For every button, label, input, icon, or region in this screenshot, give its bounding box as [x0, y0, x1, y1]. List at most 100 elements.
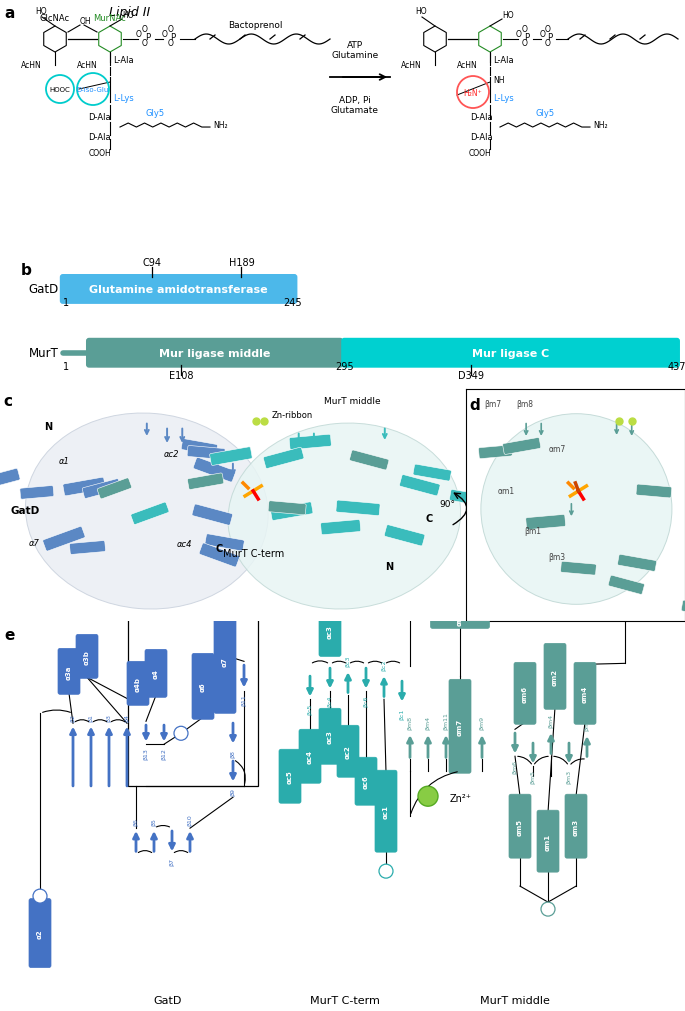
Text: βm8: βm8 [408, 716, 412, 730]
Text: βm1: βm1 [524, 527, 541, 536]
Text: OH: OH [80, 17, 92, 26]
FancyBboxPatch shape [131, 502, 169, 525]
Text: HO: HO [35, 7, 47, 16]
Text: β9: β9 [230, 788, 236, 796]
FancyBboxPatch shape [76, 635, 98, 678]
Text: Bactoprenol: Bactoprenol [227, 21, 282, 30]
Text: O: O [545, 25, 551, 34]
Text: L-Lys: L-Lys [493, 94, 514, 103]
Text: D-Ala: D-Ala [470, 113, 493, 122]
FancyBboxPatch shape [299, 730, 321, 784]
Text: HOOC: HOOC [49, 87, 71, 93]
Text: Mur ligase C: Mur ligase C [472, 349, 549, 358]
FancyBboxPatch shape [145, 650, 167, 698]
Text: AcHN: AcHN [458, 61, 478, 70]
Text: COOH: COOH [469, 149, 491, 158]
Text: C94: C94 [142, 258, 161, 268]
Circle shape [33, 890, 47, 903]
Text: E108: E108 [169, 370, 194, 380]
Text: α4: α4 [153, 668, 159, 678]
Text: α4b: α4b [135, 676, 141, 692]
FancyBboxPatch shape [336, 500, 380, 516]
Text: αm4: αm4 [582, 685, 588, 703]
Text: H₂N⁺: H₂N⁺ [464, 88, 482, 97]
FancyBboxPatch shape [42, 527, 85, 552]
FancyBboxPatch shape [636, 484, 672, 498]
FancyBboxPatch shape [449, 679, 471, 773]
Text: αc6: αc6 [363, 774, 369, 789]
Text: βm3: βm3 [548, 553, 565, 562]
Text: αm5: αm5 [517, 818, 523, 835]
FancyBboxPatch shape [188, 473, 224, 490]
Text: βm3: βm3 [566, 769, 571, 784]
Text: AcHN: AcHN [401, 61, 422, 70]
Text: α2: α2 [37, 928, 43, 938]
FancyBboxPatch shape [319, 607, 341, 657]
Text: d: d [470, 397, 481, 412]
FancyBboxPatch shape [192, 654, 214, 720]
Text: αc4: αc4 [177, 540, 192, 549]
Text: β4: β4 [125, 713, 129, 721]
Text: αm2: αm2 [552, 668, 558, 685]
Text: Zn-ribbon: Zn-ribbon [271, 410, 312, 420]
Text: COOH: COOH [88, 149, 112, 158]
FancyBboxPatch shape [487, 353, 526, 370]
Text: c: c [384, 866, 388, 876]
Text: 437: 437 [668, 361, 685, 371]
FancyBboxPatch shape [86, 339, 343, 368]
FancyBboxPatch shape [58, 649, 80, 695]
Text: O: O [522, 39, 528, 48]
Text: HO: HO [415, 7, 427, 16]
Text: αm6: αm6 [522, 685, 528, 702]
Text: 295: 295 [335, 361, 353, 371]
Text: c: c [179, 729, 183, 738]
Text: C: C [425, 514, 432, 524]
FancyBboxPatch shape [355, 757, 377, 806]
Text: D-Ala: D-Ala [88, 132, 110, 142]
FancyBboxPatch shape [509, 795, 531, 858]
Text: GatD: GatD [10, 506, 39, 516]
Text: β11: β11 [242, 694, 247, 706]
Ellipse shape [228, 424, 460, 610]
Text: 1: 1 [63, 297, 69, 307]
Circle shape [541, 902, 555, 916]
Text: α1: α1 [59, 456, 70, 465]
Text: ATP
Glutamine: ATP Glutamine [332, 40, 379, 60]
FancyBboxPatch shape [279, 749, 301, 804]
Text: α7: α7 [222, 657, 228, 666]
Text: GatD: GatD [154, 995, 182, 1005]
FancyBboxPatch shape [526, 515, 566, 530]
Text: βm11: βm11 [443, 712, 449, 730]
Text: β12: β12 [162, 747, 166, 759]
FancyBboxPatch shape [617, 555, 657, 572]
Text: MurT C-term: MurT C-term [223, 549, 284, 559]
FancyBboxPatch shape [349, 451, 389, 470]
Text: βc2: βc2 [382, 659, 386, 670]
Text: αm7: αm7 [457, 718, 463, 735]
Text: P: P [524, 33, 529, 42]
Text: MurT: MurT [29, 347, 59, 360]
FancyBboxPatch shape [319, 709, 341, 764]
FancyBboxPatch shape [29, 899, 51, 968]
FancyBboxPatch shape [214, 610, 236, 714]
Text: O: O [522, 25, 528, 34]
Text: D-iso-Glu: D-iso-Glu [77, 87, 109, 93]
Text: 1: 1 [63, 361, 69, 371]
Text: MurT C-term: MurT C-term [310, 995, 380, 1005]
Text: β1: β1 [88, 713, 93, 721]
Text: MurT middle: MurT middle [324, 396, 381, 405]
Text: Glutamine amidotransferase: Glutamine amidotransferase [89, 285, 268, 294]
Text: O: O [516, 30, 522, 39]
Text: βm2: βm2 [584, 717, 590, 731]
FancyBboxPatch shape [271, 502, 313, 521]
Text: β3: β3 [106, 713, 112, 721]
Text: β10: β10 [188, 814, 192, 825]
Text: 90°: 90° [440, 499, 456, 509]
FancyBboxPatch shape [0, 469, 20, 490]
Text: HO: HO [122, 11, 134, 20]
FancyBboxPatch shape [205, 534, 245, 551]
Text: N: N [385, 562, 393, 571]
Text: αc3: αc3 [327, 730, 333, 743]
FancyBboxPatch shape [584, 676, 619, 695]
Text: O: O [136, 30, 142, 39]
